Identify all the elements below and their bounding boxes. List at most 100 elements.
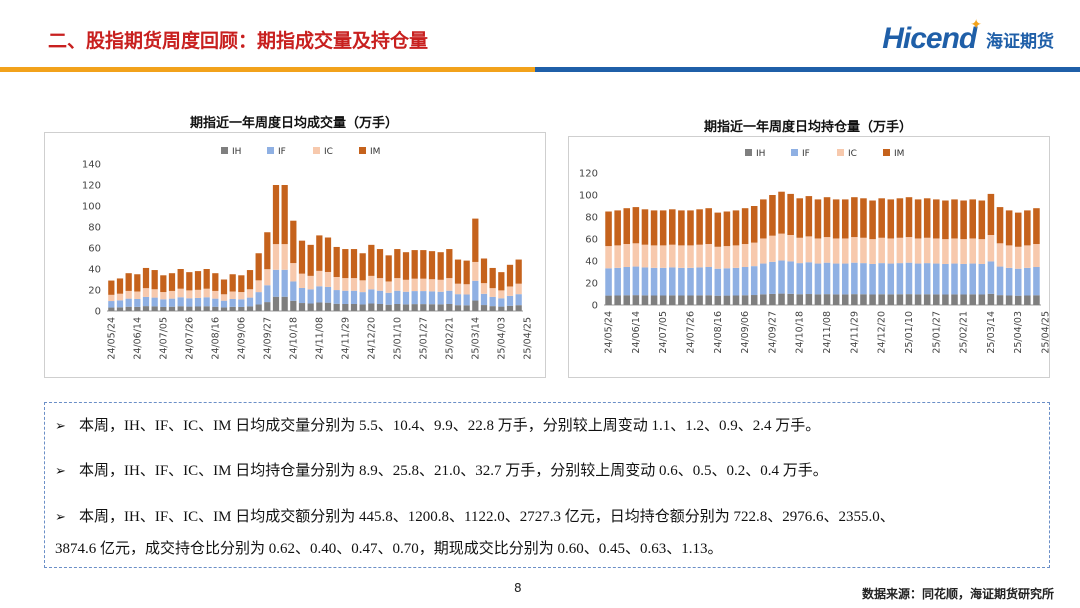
bar-segment-ih xyxy=(298,303,306,311)
bar-segment-ic xyxy=(632,243,640,267)
bar-segment-if xyxy=(368,289,375,304)
x-tick-label: 25/01/27 xyxy=(931,311,942,354)
x-tick-label: 24/12/20 xyxy=(877,311,888,354)
bar-segment-ic xyxy=(796,237,804,264)
bar-segment-ih xyxy=(203,306,210,311)
bar-segment-if xyxy=(860,263,867,295)
bar-segment-if xyxy=(437,291,444,305)
bar-segment-ih xyxy=(705,295,712,305)
bar-segment-if xyxy=(696,267,703,296)
bar-segment-ih xyxy=(489,306,496,311)
y-tick-label: 140 xyxy=(82,160,101,171)
bar-segment-if xyxy=(411,291,418,305)
bar-segment-ic xyxy=(687,245,694,268)
bar-segment-im xyxy=(472,218,479,262)
bar-segment-im xyxy=(923,198,931,238)
bar-segment-ih xyxy=(342,303,349,311)
bullet-arrow-icon: ➢ xyxy=(55,510,66,525)
open-interest-chart: IH IF IC IM 0 20 40 60 80 100 120 24/05/24 24/06/14 2… xyxy=(579,149,1079,354)
bar-segment-ic xyxy=(385,281,392,293)
bar-segment-if xyxy=(769,261,776,294)
bar-segment-ih xyxy=(385,304,392,311)
x-tick-label: 24/10/18 xyxy=(288,317,299,360)
bar-segment-ic xyxy=(342,278,349,291)
bar-segment-ic xyxy=(869,239,876,264)
bar-segment-ic xyxy=(437,279,444,292)
y-tick-label: 100 xyxy=(579,191,598,202)
bar-segment-if xyxy=(942,263,949,295)
bar-segment-im xyxy=(787,193,794,235)
y-tick-label: 0 xyxy=(95,307,101,318)
bar-segment-ih xyxy=(316,302,323,311)
bar-segment-ic xyxy=(914,238,922,264)
bar-segment-im xyxy=(696,209,703,245)
bar-segment-ic xyxy=(194,289,202,298)
bar-segment-ic xyxy=(281,244,288,270)
bar-segment-if xyxy=(1005,267,1013,296)
bar-segment-ih xyxy=(151,306,158,311)
bar-segment-ih xyxy=(914,294,922,305)
bar-segment-ih xyxy=(923,294,931,305)
bar-segment-ih xyxy=(463,305,470,311)
x-tick-label: 24/11/08 xyxy=(314,317,325,360)
bar-segment-ih xyxy=(515,305,522,311)
bar-segment-if xyxy=(996,266,1004,296)
bar-segment-ih xyxy=(454,305,462,311)
bar-segment-ic xyxy=(177,288,184,298)
bar-segment-im xyxy=(168,273,176,291)
y-tick-label: 40 xyxy=(88,265,101,276)
legend-swatch xyxy=(837,149,844,156)
bar-segment-ih xyxy=(168,306,176,311)
bar-segment-ih xyxy=(869,294,876,305)
bar-segment-if xyxy=(614,267,621,296)
bar-segment-im xyxy=(650,210,658,246)
bar-segment-if xyxy=(923,263,931,295)
bar-segment-if xyxy=(142,296,150,307)
bar-segment-ih xyxy=(1033,295,1040,305)
bar-segment-im xyxy=(960,200,967,240)
bar-segment-im xyxy=(376,249,384,279)
bar-segment-im xyxy=(116,278,124,294)
bar-segment-ih xyxy=(714,295,722,305)
bar-segment-im xyxy=(951,199,958,239)
y-tick-label: 60 xyxy=(585,235,598,246)
bar-segment-if xyxy=(281,269,288,297)
bar-segment-ic xyxy=(229,291,236,299)
bar-segment-im xyxy=(125,273,132,291)
legend-swatch xyxy=(313,147,320,154)
bar-segment-if xyxy=(359,292,366,305)
bar-segment-if xyxy=(324,286,332,303)
bar-segment-ic xyxy=(750,242,758,267)
bar-segment-ih xyxy=(732,295,740,305)
bar-segment-ic xyxy=(428,279,436,292)
bar-segment-ih xyxy=(428,304,436,311)
bar-segment-ih xyxy=(307,303,314,311)
bar-segment-im xyxy=(778,191,785,234)
x-tick-label: 25/01/10 xyxy=(904,311,915,354)
bar-segment-ih xyxy=(860,294,867,305)
bar-segment-ic xyxy=(446,278,453,291)
bar-segment-im xyxy=(823,197,831,238)
bar-segment-if xyxy=(814,263,822,295)
bar-segment-if xyxy=(446,290,453,304)
bar-segment-ih xyxy=(246,306,254,311)
bar-segment-if xyxy=(623,267,631,296)
bar-segment-im xyxy=(515,259,522,284)
legend-label: IF xyxy=(802,149,810,159)
bar-segment-ic xyxy=(376,278,384,291)
x-tick-label: 25/03/14 xyxy=(986,311,997,354)
bar-segment-ic xyxy=(472,261,479,281)
bar-segment-ih xyxy=(787,293,794,305)
bar-segment-if xyxy=(298,287,306,304)
bar-segment-ih xyxy=(823,294,831,305)
summary-notes-box: ➢ 本周，IH、IF、IC、IM 日均成交量分别为 5.5、10.4、9.9、22… xyxy=(44,402,1050,568)
bar-segment-ih xyxy=(420,304,427,311)
bar-segment-im xyxy=(723,211,731,247)
header-stripe-blue xyxy=(535,67,1080,72)
bar-segment-ih xyxy=(290,300,297,311)
bar-segment-ic xyxy=(923,237,931,264)
bar-segment-if xyxy=(914,263,922,295)
bar-segment-im xyxy=(860,198,867,238)
bar-segment-ic xyxy=(498,290,505,299)
bar-segment-ih xyxy=(632,295,640,305)
